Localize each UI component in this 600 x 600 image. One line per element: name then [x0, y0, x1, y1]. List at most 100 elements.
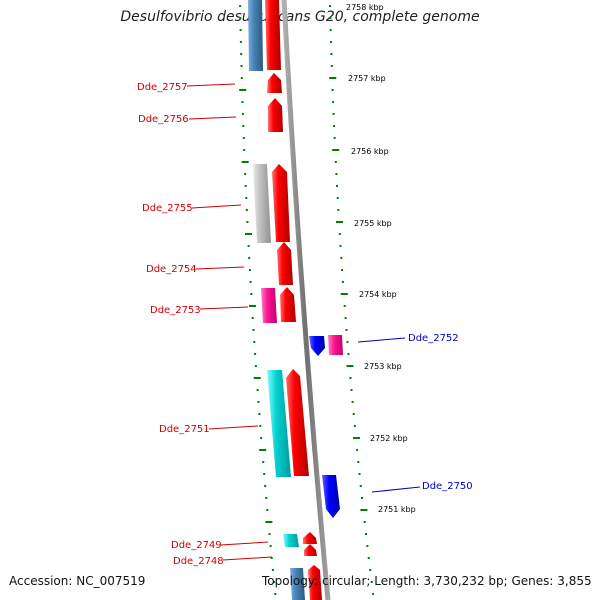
tick-mark	[329, 77, 337, 79]
leader-dde-2749	[220, 541, 269, 546]
tick-mark	[365, 533, 367, 535]
tick-mark	[334, 161, 337, 163]
gene-label-dde-2748[interactable]: Dde_2748	[173, 556, 224, 567]
scale-label: 2751 kbp	[378, 505, 416, 514]
tick-mark	[330, 41, 332, 43]
tick-mark	[240, 77, 243, 79]
tick-mark	[339, 245, 342, 247]
gene-dde-2752[interactable]	[309, 336, 325, 356]
scale-label: 2752 kbp	[370, 434, 408, 443]
accession-label: Accession: NC_007519	[9, 574, 146, 588]
gene-grey	[253, 164, 271, 243]
tick-mark	[331, 89, 334, 91]
gene-label-dde-2755[interactable]: Dde_2755	[142, 203, 193, 214]
gene-magenta-2752b	[328, 335, 343, 355]
gene-dde-2753[interactable]	[261, 288, 277, 323]
tick-mark	[271, 569, 274, 571]
tick-mark	[253, 341, 256, 343]
gene-track-right	[309, 335, 343, 518]
gene-label-dde-2749[interactable]: Dde_2749	[171, 540, 222, 551]
gene-red-2753b	[280, 287, 296, 322]
gene-label-dde-2750[interactable]: Dde_2750	[422, 481, 473, 492]
tick-mark	[239, 89, 247, 91]
gene-labels: Dde_2757 Dde_2756 Dde_2755 Dde_2754 Dde_…	[137, 82, 473, 567]
tick-mark	[356, 449, 359, 451]
tick-mark	[269, 545, 272, 547]
tick-mark	[336, 185, 338, 187]
gene-dde-2751[interactable]	[267, 370, 291, 477]
tick-mark	[349, 377, 352, 379]
tick-mark	[249, 281, 252, 283]
scale-label: 2758 kbp	[346, 3, 384, 12]
tick-mark	[273, 581, 276, 583]
tick-mark	[343, 305, 346, 307]
gene-dde-2755[interactable]	[272, 164, 290, 242]
tick-mark	[245, 233, 252, 235]
tick-mark	[330, 53, 333, 55]
tick-mark	[332, 101, 335, 103]
tick-mark	[258, 413, 261, 415]
tick-mark	[358, 473, 361, 475]
tick-mark	[259, 425, 262, 427]
tick-mark	[330, 65, 333, 67]
gene-dde-2748[interactable]	[304, 544, 317, 556]
gene-dde-2756[interactable]	[268, 98, 283, 132]
tick-mark	[351, 401, 354, 403]
gene-label-dde-2756[interactable]: Dde_2756	[138, 114, 189, 125]
gene-dde-2757[interactable]	[267, 73, 282, 93]
tick-mark	[363, 521, 366, 523]
tick-mark	[353, 425, 356, 427]
tick-mark	[241, 101, 244, 103]
gene-label-leaders	[186, 83, 421, 561]
genome-title: Desulfovibrio desulfuricans G20, complet…	[120, 9, 480, 25]
gene-track-left	[248, 0, 322, 600]
tick-mark	[250, 293, 253, 295]
gene-label-dde-2752[interactable]: Dde_2752	[408, 333, 459, 344]
gene-dde-2750[interactable]	[322, 475, 340, 518]
tick-mark	[253, 377, 261, 379]
tick-mark	[240, 65, 243, 67]
tick-mark	[341, 281, 344, 283]
tick-mark	[345, 329, 348, 331]
gene-dde-2749[interactable]	[283, 534, 299, 547]
tick-mark	[268, 533, 271, 535]
tick-mark	[263, 473, 266, 475]
tick-mark	[332, 149, 340, 151]
tick-mark	[332, 113, 335, 115]
tick-mark	[259, 449, 267, 451]
tick-mark	[256, 389, 259, 391]
leader-dde-2757	[186, 83, 236, 87]
tick-mark	[242, 125, 245, 127]
gene-label-dde-2751[interactable]: Dde_2751	[159, 424, 210, 435]
tick-mark	[239, 17, 242, 19]
tick-mark	[360, 509, 368, 511]
tick-mark	[352, 413, 355, 415]
leader-dde-2755	[191, 204, 242, 209]
tick-mark	[337, 209, 340, 211]
right-tick-ring	[329, 5, 375, 595]
tick-mark	[346, 365, 354, 367]
gene-label-dde-2753[interactable]: Dde_2753	[150, 305, 201, 316]
tick-mark	[336, 197, 339, 199]
gene-label-dde-2754[interactable]: Dde_2754	[146, 264, 197, 275]
tick-mark	[239, 41, 242, 43]
gene-red-small-a	[303, 532, 317, 544]
gene-label-dde-2757[interactable]: Dde_2757	[137, 82, 188, 93]
leader-dde-2751	[208, 425, 259, 430]
leader-dde-2750	[371, 486, 421, 493]
gene-steelblue-top	[248, 0, 263, 71]
gene-red-top	[265, 0, 281, 70]
tick-mark	[251, 317, 254, 319]
scale-label: 2757 kbp	[348, 74, 386, 83]
leader-dde-2748	[222, 556, 273, 561]
tick-mark	[244, 185, 247, 187]
tick-mark	[252, 329, 255, 331]
left-tick-ring	[239, 5, 277, 595]
tick-mark	[270, 557, 273, 559]
tick-mark	[366, 545, 369, 547]
tick-mark	[239, 5, 242, 7]
gene-dde-2754[interactable]	[277, 242, 293, 285]
tick-mark	[329, 29, 332, 31]
